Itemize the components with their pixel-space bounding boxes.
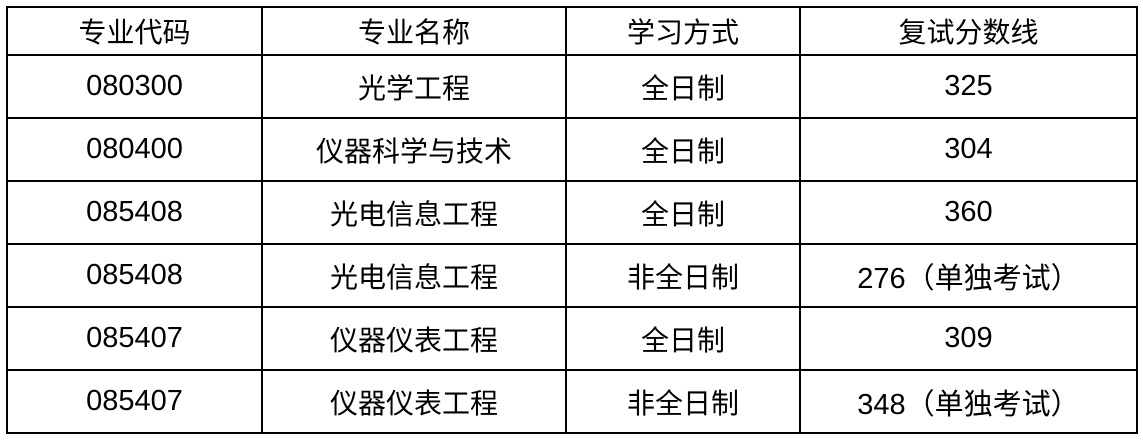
retest-score: 309: [799, 306, 1138, 371]
major-name: 光电信息工程: [261, 243, 567, 308]
study-mode: 全日制: [565, 54, 801, 119]
major-code: 080300: [6, 54, 263, 119]
retest-score: 276（单独考试）: [799, 243, 1138, 308]
study-mode: 非全日制: [565, 243, 801, 308]
study-mode: 非全日制: [565, 369, 801, 434]
table-row: 085407 仪器仪表工程 非全日制 348（单独考试）: [6, 369, 1138, 434]
header-code: 专业代码: [6, 6, 263, 56]
study-mode: 全日制: [565, 180, 801, 245]
major-name: 光电信息工程: [261, 180, 567, 245]
major-code: 080400: [6, 117, 263, 182]
major-code: 085408: [6, 180, 263, 245]
header-score: 复试分数线: [799, 6, 1138, 56]
major-code: 085407: [6, 306, 263, 371]
study-mode: 全日制: [565, 306, 801, 371]
retest-score: 348（单独考试）: [799, 369, 1138, 434]
major-name: 仪器仪表工程: [261, 306, 567, 371]
study-mode: 全日制: [565, 117, 801, 182]
major-name: 光学工程: [261, 54, 567, 119]
header-name: 专业名称: [261, 6, 567, 56]
retest-score: 325: [799, 54, 1138, 119]
retest-score: 304: [799, 117, 1138, 182]
table-row: 085408 光电信息工程 全日制 360: [6, 180, 1138, 245]
table-row: 080300 光学工程 全日制 325: [6, 54, 1138, 119]
major-code: 085407: [6, 369, 263, 434]
table-row: 085408 光电信息工程 非全日制 276（单独考试）: [6, 243, 1138, 308]
major-code: 085408: [6, 243, 263, 308]
major-name: 仪器科学与技术: [261, 117, 567, 182]
table-row: 085407 仪器仪表工程 全日制 309: [6, 306, 1138, 371]
major-name: 仪器仪表工程: [261, 369, 567, 434]
score-table: 专业代码 专业名称 学习方式 复试分数线 080300 光学工程 全日制 325 080…: [6, 6, 1138, 434]
header-mode: 学习方式: [565, 6, 801, 56]
table-row: 080400 仪器科学与技术 全日制 304: [6, 117, 1138, 182]
header-row: 专业代码 专业名称 学习方式 复试分数线: [6, 6, 1138, 56]
retest-score: 360: [799, 180, 1138, 245]
